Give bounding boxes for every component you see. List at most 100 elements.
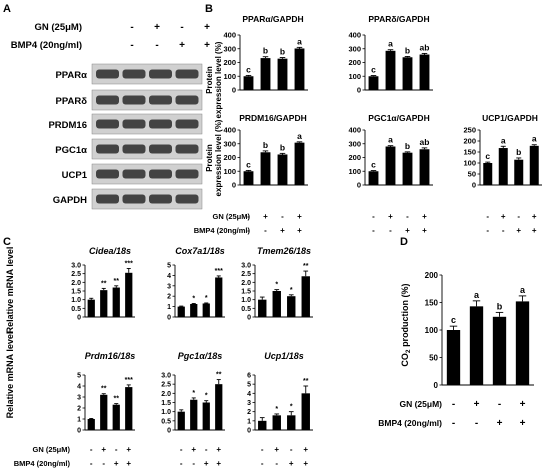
- bar: [215, 277, 223, 317]
- significance-letter: b: [497, 301, 503, 311]
- d-treatment-rows: GN (25μM) BMP4 (20ng/ml) - - + - - + + +: [378, 399, 525, 429]
- bar: [294, 48, 305, 90]
- bmp4-sign: -: [389, 226, 392, 235]
- significance-letter: b: [516, 147, 521, 157]
- c-top-yaxis-title: Relative mRNA level: [5, 247, 15, 334]
- wb-band: [149, 169, 172, 179]
- bmp4-sign: -: [275, 459, 278, 468]
- y-tick-label: 2.0: [241, 280, 251, 287]
- bmp4-sign: +: [126, 459, 131, 468]
- bar: [419, 54, 430, 90]
- b-top-yaxis-title: Proteinexpression level (%): [205, 41, 223, 118]
- gn-sign: -: [281, 212, 284, 221]
- wb-label-ppar-: PPARα: [55, 70, 87, 81]
- chart-d: 0 50 100 150 200 c a b a: [425, 271, 534, 390]
- bmp4-sign: +: [297, 226, 302, 235]
- gn-sign: +: [388, 212, 393, 221]
- bmp4-sign: +: [532, 226, 537, 235]
- wb-gn-sign: -: [180, 22, 183, 33]
- y-tick-label: 100: [425, 326, 439, 335]
- significance-letter: a: [501, 135, 506, 145]
- chart-title: UCP1/GAPDH: [482, 113, 538, 123]
- y-tick-label: 0.5: [241, 306, 251, 313]
- bmp4-sign: +: [497, 418, 503, 429]
- bar: [202, 303, 210, 317]
- wb-band: [149, 119, 172, 129]
- y-tick-label: 1.5: [161, 400, 171, 407]
- y-tick-label: 100: [223, 167, 236, 176]
- wb-bmp4-label: BMP4 (20ng/ml): [11, 40, 82, 51]
- y-tick-label: 0: [232, 181, 236, 190]
- y-tick-label: 200: [223, 58, 236, 67]
- wb-band: [149, 95, 172, 105]
- bar: [177, 306, 185, 317]
- western-blot-header: GN (25μM) BMP4 (20ng/ml) - + - + - - + +: [11, 22, 210, 51]
- significance-stars: *: [275, 282, 278, 289]
- significance-letter: b: [405, 141, 410, 151]
- bmp4-sign: -: [452, 418, 455, 429]
- wb-gn-sign: +: [154, 22, 160, 33]
- y-tick-label: 200: [425, 271, 439, 280]
- gn-sign: +: [532, 212, 537, 221]
- y-tick-label: 150: [425, 298, 439, 307]
- gn-sign: -: [517, 212, 520, 221]
- y-tick-label: 6: [247, 372, 251, 379]
- wb-band: [175, 169, 199, 179]
- y-tick-label: 5: [77, 372, 81, 379]
- wb-band: [149, 69, 172, 79]
- bar: [301, 276, 310, 317]
- y-tick-label: 4: [167, 273, 171, 280]
- bmp4-sign: -: [502, 226, 505, 235]
- significance-letter: b: [280, 47, 285, 57]
- bar: [243, 171, 254, 185]
- y-tick-label: 0: [77, 427, 81, 434]
- y-tick-label: 0: [247, 427, 251, 434]
- wb-band: [149, 144, 172, 154]
- significance-letter: a: [474, 290, 480, 300]
- y-tick-label: 3: [77, 394, 81, 401]
- chart-title: PPARα/GAPDH: [242, 14, 303, 24]
- significance-letter: ab: [420, 137, 430, 147]
- chart-title: Cox7a1/18s: [175, 246, 225, 256]
- significance-letter: a: [520, 285, 526, 295]
- panel-label-d: D: [400, 236, 408, 248]
- y-tick-label: 400: [348, 31, 361, 40]
- y-tick-label: 2: [247, 409, 251, 416]
- y-tick-label: 1.0: [161, 409, 171, 416]
- significance-letter: c: [371, 65, 376, 75]
- bmp4-sign: +: [289, 459, 294, 468]
- y-tick-label: 100: [348, 167, 361, 176]
- y-tick-label: 3.0: [241, 262, 251, 269]
- y-tick-label: 5: [167, 262, 171, 269]
- chart-title: Ucp1/18s: [264, 351, 304, 361]
- significance-letter: c: [451, 315, 456, 325]
- y-tick-label: 1: [77, 416, 81, 423]
- d-bmp4-label: BMP4 (20ng/ml): [378, 418, 442, 428]
- gn-sign: +: [422, 212, 427, 221]
- gn-sign: -: [406, 212, 409, 221]
- y-tick-label: 0: [247, 314, 251, 321]
- bar: [125, 387, 133, 430]
- significance-letter: a: [297, 36, 302, 46]
- y-tick-label: 0: [434, 381, 439, 390]
- significance-stars: ***: [125, 377, 133, 384]
- significance-stars: **: [303, 263, 309, 270]
- gn-sign: -: [290, 445, 293, 454]
- bar: [260, 152, 271, 185]
- significance-letter: b: [280, 142, 285, 152]
- wb-band: [149, 194, 172, 204]
- gn-sign: -: [115, 445, 118, 454]
- bar: [277, 58, 288, 90]
- gn-sign: +: [520, 399, 526, 410]
- bmp4-sign: +: [405, 226, 410, 235]
- bmp4-sign: +: [303, 459, 308, 468]
- y-tick-label: 200: [348, 58, 361, 67]
- y-tick-label: 2.5: [241, 271, 251, 278]
- wb-label-ucp1: UCP1: [62, 170, 88, 181]
- gn-sign: +: [297, 212, 302, 221]
- chart-b1: PPARα/GAPDH 0 100 200 300 400 c b b a: [223, 14, 308, 95]
